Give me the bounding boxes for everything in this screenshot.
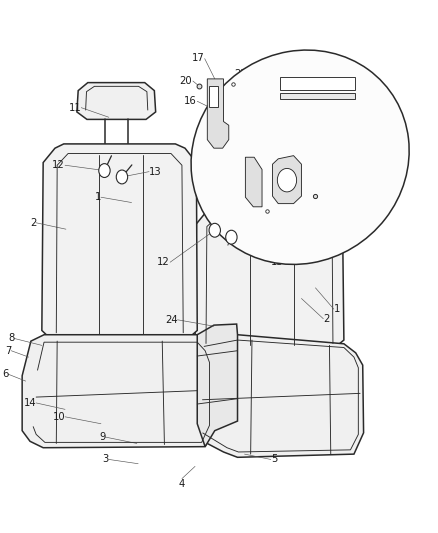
- Text: 8: 8: [8, 334, 14, 343]
- Text: 2: 2: [30, 218, 36, 228]
- Polygon shape: [208, 86, 218, 107]
- Text: 4: 4: [179, 479, 185, 489]
- Text: 16: 16: [184, 96, 196, 106]
- Polygon shape: [207, 79, 229, 148]
- Polygon shape: [197, 324, 237, 447]
- Text: 10: 10: [53, 412, 65, 422]
- Text: 19: 19: [322, 142, 335, 151]
- Text: 11: 11: [289, 241, 302, 251]
- Circle shape: [209, 223, 220, 237]
- Text: 21: 21: [326, 186, 339, 196]
- Text: 20: 20: [180, 76, 192, 86]
- Text: 1: 1: [334, 304, 340, 314]
- Text: 13: 13: [271, 257, 283, 267]
- Text: 1: 1: [95, 192, 101, 202]
- Text: 9: 9: [99, 432, 105, 442]
- Text: 11: 11: [68, 103, 81, 112]
- Polygon shape: [77, 83, 155, 119]
- Text: 2: 2: [323, 314, 330, 324]
- Text: 17: 17: [192, 53, 205, 62]
- Text: 5: 5: [271, 455, 277, 464]
- Polygon shape: [280, 77, 355, 90]
- Text: 12: 12: [52, 160, 65, 170]
- Polygon shape: [42, 144, 197, 340]
- Polygon shape: [22, 335, 215, 448]
- Ellipse shape: [191, 50, 409, 264]
- Text: 6: 6: [2, 369, 8, 379]
- Polygon shape: [280, 93, 355, 99]
- Text: 7: 7: [5, 346, 11, 356]
- Polygon shape: [272, 156, 301, 204]
- Polygon shape: [245, 157, 262, 207]
- Text: 18: 18: [226, 165, 239, 174]
- Text: 12: 12: [157, 257, 170, 267]
- Polygon shape: [194, 335, 364, 457]
- Text: 3: 3: [102, 455, 109, 464]
- Text: 14: 14: [24, 398, 36, 408]
- Polygon shape: [206, 160, 279, 200]
- Circle shape: [99, 164, 110, 177]
- Circle shape: [116, 170, 127, 184]
- Polygon shape: [195, 208, 344, 349]
- Circle shape: [277, 168, 297, 192]
- Text: 23: 23: [274, 215, 286, 224]
- Circle shape: [226, 230, 237, 244]
- Text: 24: 24: [165, 315, 177, 325]
- Text: 13: 13: [149, 167, 162, 176]
- Text: 15: 15: [363, 102, 375, 111]
- Text: 22: 22: [234, 69, 247, 78]
